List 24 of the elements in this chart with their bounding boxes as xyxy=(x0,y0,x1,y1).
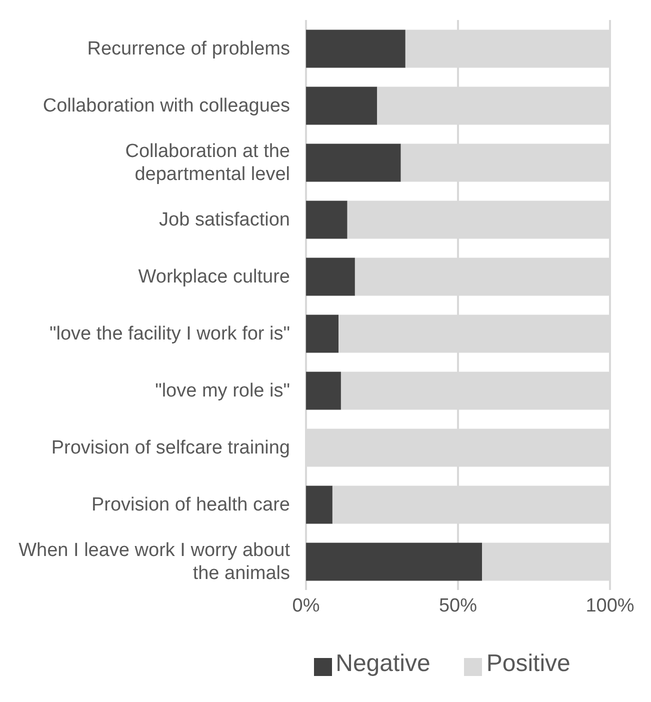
y-tick-label: When I leave work I worry about the animals xyxy=(18,540,291,584)
x-tick-label: 100% xyxy=(586,595,634,616)
bar xyxy=(306,372,341,410)
legend-label: Negative xyxy=(336,650,430,677)
x-tick-label: 50% xyxy=(438,595,478,616)
y-tick-label: Provision of selfcare training xyxy=(51,437,290,458)
bar xyxy=(306,314,339,353)
bar xyxy=(306,30,406,68)
bar xyxy=(306,258,355,296)
bar xyxy=(306,86,378,125)
y-tick-label: Provision of health care xyxy=(91,494,290,515)
y-tick-label: Collaboration with colleagues xyxy=(42,95,290,116)
x-tick-label: 0% xyxy=(292,595,320,616)
bar xyxy=(306,486,332,524)
y-tick-label: "love my role is" xyxy=(155,380,290,401)
legend-label: Positive xyxy=(486,650,570,677)
y-tick-label: Recurrence of problems xyxy=(87,38,290,59)
y-tick-label: "love the facility I work for is" xyxy=(49,323,290,344)
y-tick-label: Workplace culture xyxy=(138,266,290,287)
bar xyxy=(306,542,482,581)
y-tick-label: Collaboration at the departmental level xyxy=(125,140,290,184)
bar xyxy=(306,200,348,239)
y-tick-label: Job satisfaction xyxy=(159,209,290,230)
bar xyxy=(306,144,401,182)
